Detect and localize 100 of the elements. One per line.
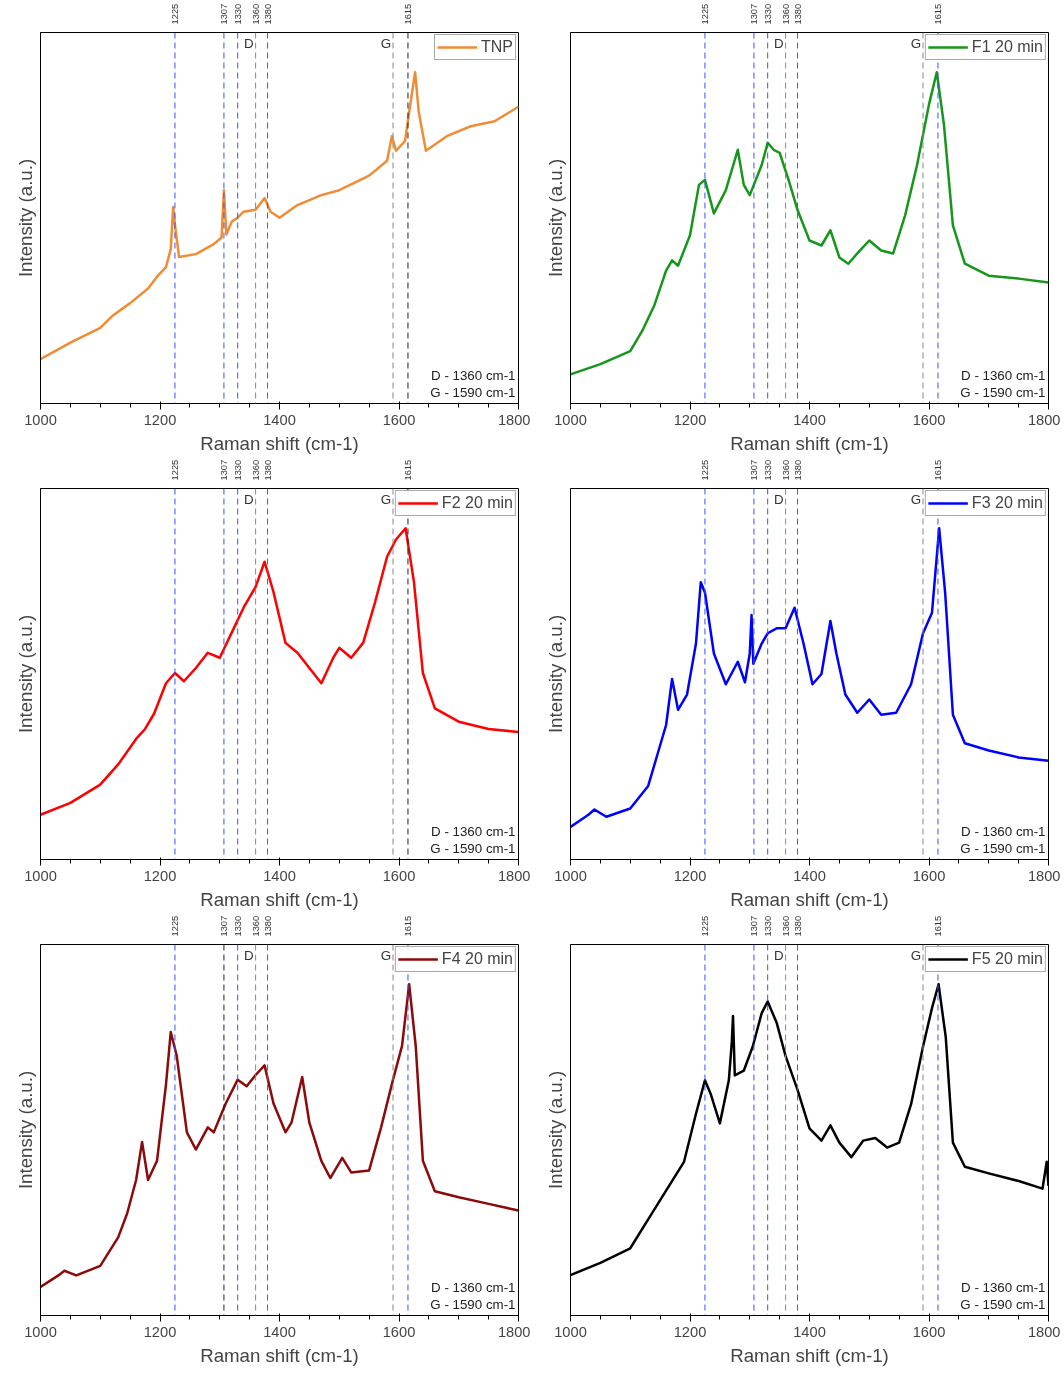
x2-tick-label: 1307 [218,3,229,25]
x-axis-title: Raman shift (cm-1) [200,1344,359,1366]
x2-tick-label: 1307 [748,459,759,481]
x2-tick-label: 1225 [169,3,180,25]
x2-tick-label: 1225 [169,459,180,481]
x2-tick-label: 1380 [262,459,273,481]
x2-tick-label: 1225 [699,915,710,937]
x-tick-label: 1800 [497,411,531,428]
ref-line-label: G [380,947,392,963]
y-axis-title: Intensity (a.u.) [14,158,36,278]
x-tick-label: 1400 [793,867,826,884]
x-tick-label: 1600 [382,1323,416,1340]
x2-tick-label: 1380 [262,915,273,937]
x-tick-label: 1600 [382,411,416,428]
x2-tick-label: 1225 [169,915,180,937]
x-tick-label: 1400 [793,1323,826,1340]
x-tick-label: 1200 [673,411,707,428]
ref-line-label: D [243,947,254,963]
legend-label: F1 20 min [971,38,1043,56]
x2-tick-label: 1307 [218,459,229,481]
ref-line-label: G [380,35,392,51]
x2-tick-label: 1615 [932,459,943,481]
x-tick-label: 1400 [793,411,826,428]
y-axis-title: Intensity (a.u.) [544,158,566,278]
x-axis-title: Raman shift (cm-1) [730,432,889,454]
x-tick-label: 1600 [912,867,946,884]
x-tick-label: 1400 [263,867,296,884]
x2-tick-label: 1360 [780,3,791,25]
x-tick-label: 1800 [1027,411,1061,428]
x2-tick-label: 1225 [699,3,710,25]
x2-tick-label: 1360 [250,3,261,25]
x-tick-label: 1000 [554,411,587,428]
x-tick-label: 1800 [497,867,531,884]
legend-label: F4 20 min [441,950,513,968]
ref-line-label: D [773,491,784,507]
x-tick-label: 1600 [912,411,946,428]
y-axis-title: Intensity (a.u.) [544,1070,566,1190]
x2-tick-label: 1615 [932,915,943,937]
x-tick-label: 1600 [912,1323,946,1340]
x2-tick-label: 1330 [232,459,243,481]
annotation: G - 1590 cm-1 [430,840,516,856]
x2-tick-label: 1330 [762,915,773,937]
x-tick-label: 1000 [554,1323,587,1340]
x-axis-title: Raman shift (cm-1) [730,888,889,910]
ref-line-label: D [773,35,784,51]
x-axis-title: Raman shift (cm-1) [200,888,359,910]
x2-tick-label: 1380 [792,3,803,25]
x-tick-label: 1200 [143,411,177,428]
x-tick-label: 1400 [263,1323,296,1340]
ref-line-label: D [243,491,254,507]
y-axis-title: Intensity (a.u.) [14,1070,36,1190]
x2-tick-label: 1307 [218,915,229,937]
x2-tick-label: 1615 [402,3,413,25]
ref-line-label: G [910,947,922,963]
legend-label: F3 20 min [971,494,1043,512]
x2-tick-label: 1380 [262,3,273,25]
x2-tick-label: 1330 [232,3,243,25]
x2-tick-label: 1615 [402,915,413,937]
ref-line-label: G [910,35,922,51]
x-tick-label: 1800 [1027,1323,1061,1340]
x-tick-label: 1000 [554,867,587,884]
x2-tick-label: 1360 [250,459,261,481]
legend-label: TNP [481,38,513,56]
x2-tick-label: 1307 [748,3,759,25]
x-tick-label: 1600 [382,867,416,884]
annotation: G - 1590 cm-1 [430,384,516,400]
annotation: D - 1360 cm-1 [961,367,1046,383]
annotation: G - 1590 cm-1 [430,1296,516,1312]
annotation: D - 1360 cm-1 [961,823,1046,839]
ref-line-label: D [243,35,254,51]
annotation: G - 1590 cm-1 [960,384,1046,400]
annotation: D - 1360 cm-1 [961,1279,1046,1295]
x-tick-label: 1200 [673,1323,707,1340]
ref-line-label: G [910,491,922,507]
annotation: G - 1590 cm-1 [960,840,1046,856]
x-axis-title: Raman shift (cm-1) [200,432,359,454]
x-tick-label: 1400 [263,411,296,428]
x2-tick-label: 1360 [780,915,791,937]
x-tick-label: 1200 [673,867,707,884]
x-tick-label: 1000 [24,411,57,428]
x2-tick-label: 1360 [250,915,261,937]
y-axis-title: Intensity (a.u.) [14,614,36,734]
x2-tick-label: 1615 [932,3,943,25]
annotation: D - 1360 cm-1 [431,367,516,383]
x2-tick-label: 1307 [748,915,759,937]
annotation: G - 1590 cm-1 [960,1296,1046,1312]
annotation: D - 1360 cm-1 [431,1279,516,1295]
x-axis-title: Raman shift (cm-1) [730,1344,889,1366]
x2-tick-label: 1380 [792,915,803,937]
x-tick-label: 1800 [497,1323,531,1340]
x-tick-label: 1000 [24,867,57,884]
x-tick-label: 1200 [143,1323,177,1340]
x2-tick-label: 1330 [232,915,243,937]
x2-tick-label: 1330 [762,3,773,25]
ref-line-label: D [773,947,784,963]
legend-label: F5 20 min [971,950,1043,968]
x-tick-label: 1200 [143,867,177,884]
x2-tick-label: 1615 [402,459,413,481]
x-tick-label: 1000 [24,1323,57,1340]
x-tick-label: 1800 [1027,867,1061,884]
